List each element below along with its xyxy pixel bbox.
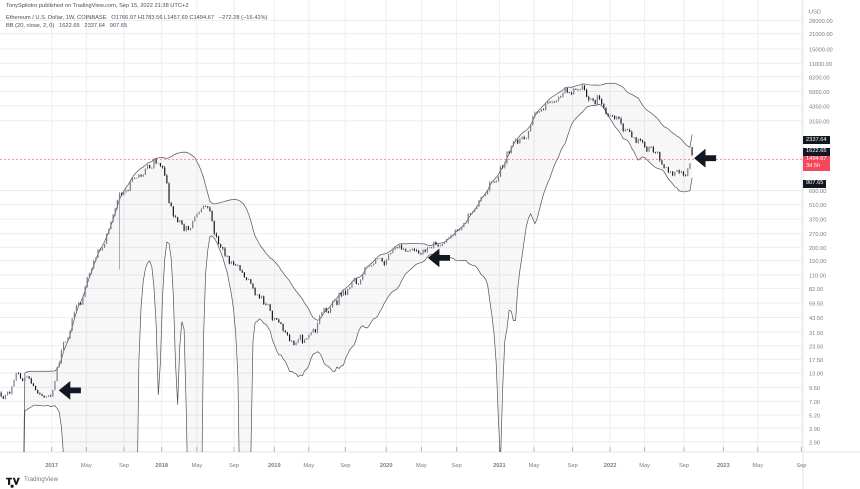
svg-text:690.00: 690.00 <box>809 189 826 195</box>
svg-text:59.50: 59.50 <box>809 302 823 308</box>
svg-text:2017: 2017 <box>45 463 58 469</box>
svg-text:May: May <box>416 463 427 469</box>
svg-text:510.00: 510.00 <box>809 203 826 209</box>
svg-text:May: May <box>303 463 314 469</box>
svg-text:15000.00: 15000.00 <box>809 48 833 54</box>
svg-text:370.00: 370.00 <box>809 218 826 224</box>
svg-text:2020: 2020 <box>380 463 393 469</box>
svg-text:82.00: 82.00 <box>809 287 823 293</box>
svg-text:May: May <box>81 463 92 469</box>
svg-text:13.00: 13.00 <box>809 372 823 378</box>
svg-text:8200.00: 8200.00 <box>809 75 830 81</box>
svg-text:May: May <box>192 463 203 469</box>
svg-text:Sep: Sep <box>796 463 806 469</box>
svg-text:43.50: 43.50 <box>809 316 823 322</box>
svg-text:150.00: 150.00 <box>809 259 826 265</box>
svg-text:31.50: 31.50 <box>809 331 823 337</box>
svg-text:3.90: 3.90 <box>809 427 820 433</box>
svg-text:Sep: Sep <box>452 463 462 469</box>
svg-text:17.50: 17.50 <box>809 358 823 364</box>
svg-text:4350.00: 4350.00 <box>809 105 830 111</box>
svg-text:2019: 2019 <box>268 463 281 469</box>
svg-text:7.00: 7.00 <box>809 400 820 406</box>
svg-text:2022: 2022 <box>604 463 617 469</box>
svg-text:Sep: Sep <box>119 463 129 469</box>
svg-text:200.00: 200.00 <box>809 246 826 252</box>
svg-text:May: May <box>752 463 763 469</box>
svg-text:Sep: Sep <box>340 463 350 469</box>
svg-text:3150.00: 3150.00 <box>809 119 830 125</box>
svg-text:21000.00: 21000.00 <box>809 32 833 38</box>
svg-text:USD: USD <box>809 10 821 16</box>
svg-text:2023: 2023 <box>717 463 730 469</box>
svg-text:Sep: Sep <box>568 463 578 469</box>
svg-text:110.00: 110.00 <box>809 274 826 280</box>
svg-text:28000.00: 28000.00 <box>809 19 833 25</box>
svg-text:2021: 2021 <box>493 463 506 469</box>
svg-text:2018: 2018 <box>155 463 168 469</box>
svg-text:May: May <box>639 463 650 469</box>
svg-text:270.00: 270.00 <box>809 232 826 238</box>
svg-text:Sep: Sep <box>229 463 239 469</box>
svg-text:May: May <box>529 463 540 469</box>
svg-text:11000.00: 11000.00 <box>809 62 832 68</box>
svg-text:2.90: 2.90 <box>809 441 820 447</box>
svg-text:5.20: 5.20 <box>809 414 820 420</box>
svg-text:23.50: 23.50 <box>809 344 823 350</box>
svg-text:9.50: 9.50 <box>809 386 820 392</box>
svg-text:5950.00: 5950.00 <box>809 90 830 96</box>
svg-text:Sep: Sep <box>679 463 689 469</box>
